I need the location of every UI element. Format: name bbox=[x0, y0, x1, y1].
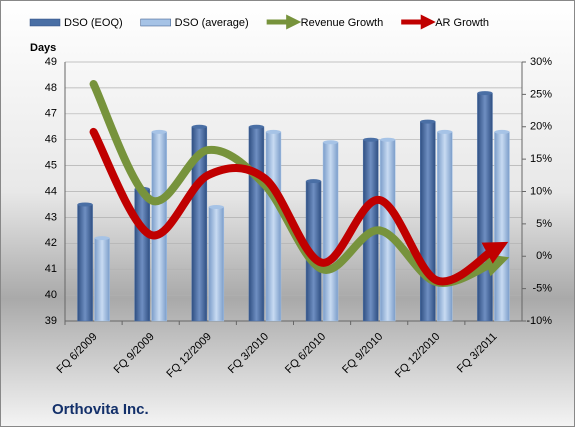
y2-tick-label: 25% bbox=[530, 88, 552, 100]
bar bbox=[494, 131, 510, 322]
bar bbox=[477, 92, 493, 322]
bar-top bbox=[323, 140, 339, 145]
chart-title: Orthovita Inc. bbox=[52, 401, 149, 418]
y2-tick-label: 10% bbox=[530, 185, 552, 197]
y-tick-label: 44 bbox=[45, 185, 57, 197]
bar-top bbox=[208, 205, 224, 210]
legend-label: DSO (average) bbox=[175, 17, 249, 29]
y2-tick-label: 0% bbox=[536, 250, 552, 262]
legend-label: Revenue Growth bbox=[301, 17, 384, 29]
y-tick-label: 43 bbox=[45, 211, 57, 223]
bar bbox=[420, 121, 436, 322]
y-tick-label: 47 bbox=[45, 108, 57, 120]
bar-top bbox=[437, 129, 453, 134]
bar-top bbox=[94, 236, 110, 241]
legend-swatch bbox=[29, 18, 61, 27]
y2-tick-label: 5% bbox=[536, 218, 552, 230]
bar-top bbox=[265, 129, 281, 134]
bar bbox=[265, 131, 282, 322]
legend: DSO (EOQ) DSO (average) Revenue Growth AR G… bbox=[29, 14, 489, 30]
y-tick-label: 40 bbox=[45, 289, 57, 301]
y-tick-label: 49 bbox=[45, 56, 57, 68]
bar-top bbox=[151, 129, 167, 134]
y2-tick-label: -10% bbox=[526, 315, 552, 327]
y-axis-label: Days bbox=[30, 42, 56, 54]
bar bbox=[134, 188, 150, 322]
bar-top bbox=[248, 124, 264, 129]
y-tick-label: 39 bbox=[45, 315, 57, 327]
bar-top bbox=[380, 137, 396, 142]
y2-tick-label: -5% bbox=[532, 283, 552, 295]
bar-top bbox=[306, 179, 322, 184]
y-tick-label: 48 bbox=[45, 82, 57, 94]
y2-tick-label: 20% bbox=[530, 121, 552, 133]
bar bbox=[248, 126, 265, 322]
line bbox=[89, 127, 509, 286]
bar-top bbox=[477, 91, 493, 96]
y-tick-label: 45 bbox=[45, 160, 57, 172]
legend-label: DSO (EOQ) bbox=[64, 17, 123, 29]
y2-tick-label: 15% bbox=[530, 153, 552, 165]
y-tick-label: 42 bbox=[45, 237, 57, 249]
legend-label: AR Growth bbox=[435, 17, 489, 29]
bar bbox=[322, 142, 339, 322]
bar bbox=[94, 237, 110, 322]
bar-top bbox=[363, 137, 379, 142]
bar bbox=[437, 131, 453, 322]
y2-tick-label: 30% bbox=[530, 56, 552, 68]
bar-top bbox=[191, 124, 207, 129]
bar-top bbox=[77, 202, 93, 207]
y-tick-label: 41 bbox=[45, 263, 57, 275]
y-tick-label: 46 bbox=[45, 134, 57, 146]
bar-top bbox=[494, 129, 510, 134]
legend-swatch bbox=[140, 18, 171, 27]
bar bbox=[77, 204, 93, 322]
bar-top bbox=[420, 119, 436, 124]
bar bbox=[208, 206, 225, 322]
